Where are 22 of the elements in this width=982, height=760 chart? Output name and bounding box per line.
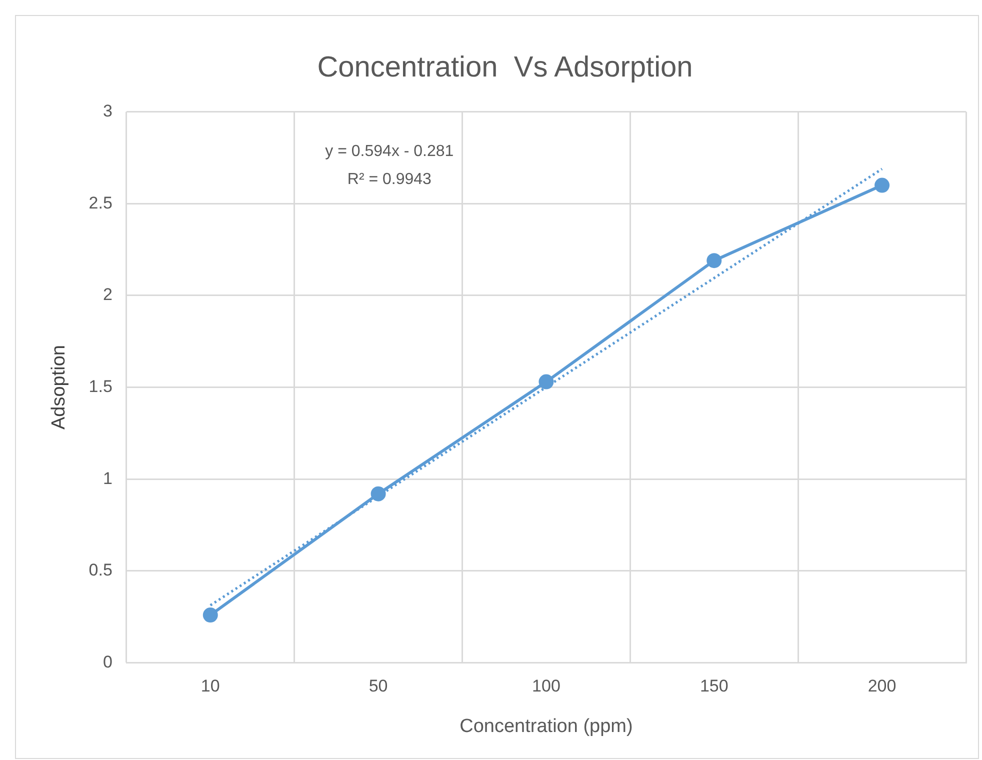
- y-tick-label: 2: [102, 285, 112, 304]
- point: [706, 253, 722, 268]
- y-axis-title: Adsoption: [48, 345, 70, 430]
- x-tick-label: 150: [700, 676, 728, 696]
- chart-title: Concentration Vs Adsorption: [317, 51, 693, 84]
- y-tick-label: 1: [102, 468, 112, 488]
- point: [370, 486, 386, 502]
- annotation: y = 0.594x - 0.281: [325, 143, 454, 160]
- y-tick-label: 0: [102, 652, 112, 672]
- y-tick-label: 0.5: [88, 560, 112, 580]
- x-tick-label: 10: [200, 676, 220, 696]
- point: [538, 374, 554, 390]
- x-tick-label: 200: [868, 676, 896, 696]
- y-tick-label: 2.5: [88, 193, 112, 212]
- x-axis-title: Concentration (ppm): [460, 716, 633, 737]
- y-tick-label: 1.5: [88, 376, 112, 396]
- point: [874, 178, 890, 193]
- annotation: R² = 0.9943: [347, 171, 432, 188]
- x-tick-label: 50: [368, 676, 388, 696]
- x-tick-label: 100: [532, 676, 560, 696]
- y-tick-label: 3: [102, 101, 112, 120]
- point: [202, 608, 218, 623]
